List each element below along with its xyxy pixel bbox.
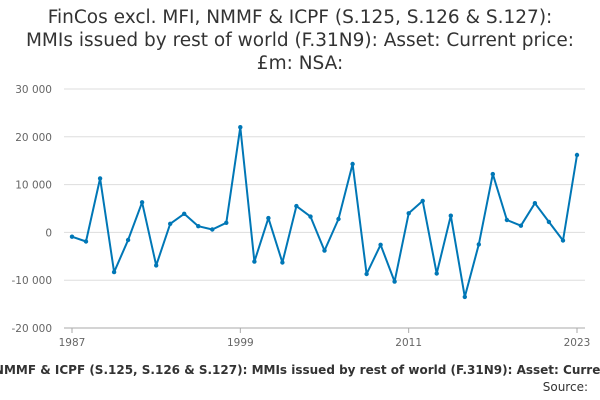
- data-point: [154, 263, 159, 268]
- y-tick-label: 10 000: [15, 180, 52, 192]
- data-point: [69, 234, 75, 239]
- data-point: [448, 213, 453, 218]
- data-point: [420, 198, 425, 204]
- data-point: [406, 211, 411, 216]
- legend-series-text: FinCos excl. MFI, NMMF & ICPF (S.125, S.…: [0, 363, 600, 377]
- y-tick-label: 0: [45, 227, 52, 239]
- data-point: [210, 227, 215, 232]
- data-point: [280, 260, 285, 265]
- data-point: [336, 216, 341, 222]
- data-point: [168, 221, 173, 226]
- y-tick-label: -20 000: [11, 323, 52, 335]
- x-tick-label: 1987: [59, 337, 86, 349]
- x-tick-label: 2023: [564, 337, 591, 349]
- data-point: [532, 201, 538, 206]
- data-point: [111, 269, 117, 275]
- y-tick-label: 20 000: [15, 132, 52, 144]
- grid-layer: [64, 88, 585, 329]
- data-point: [392, 279, 397, 284]
- data-point: [378, 242, 383, 247]
- data-point: [518, 223, 524, 228]
- data-point: [462, 294, 467, 300]
- axis-layer: 30 000 20 000 10 000 0 -10 000 -20 000 1987 199…: [11, 84, 590, 349]
- data-point: [125, 237, 131, 243]
- data-point: [322, 248, 327, 253]
- data-point: [294, 203, 299, 209]
- chart-title: FinCos excl. MFI, NMMF & ICPF (S.125, S.…: [0, 6, 600, 75]
- series-line: [71, 126, 578, 298]
- data-point: [308, 214, 313, 219]
- data-point: [139, 200, 145, 205]
- data-point: [238, 125, 243, 130]
- data-point: [490, 171, 495, 177]
- x-tick-label: 2011: [395, 337, 422, 349]
- data-point: [266, 215, 271, 221]
- y-tick-label: 30 000: [15, 84, 52, 96]
- data-point: [182, 211, 187, 216]
- data-point: [97, 176, 103, 181]
- data-point: [196, 224, 201, 229]
- y-tick-label: -10 000: [11, 275, 52, 287]
- data-point: [574, 152, 580, 158]
- data-point: [224, 220, 229, 225]
- chart-title-line-2: MMIs issued by rest of world (F.31N9): A…: [25, 30, 575, 51]
- data-point: [546, 219, 552, 225]
- data-point: [350, 161, 355, 167]
- data-point: [83, 239, 89, 244]
- series-layer: [69, 125, 580, 300]
- data-point: [252, 259, 257, 264]
- data-point: [504, 217, 510, 223]
- data-point: [476, 242, 481, 247]
- data-point: [434, 271, 439, 276]
- chart-title-line-1: FinCos excl. MFI, NMMF & ICPF (S.125, S.…: [47, 7, 553, 28]
- legend-series-name: FinCos excl. MFI, NMMF & ICPF (S.125, S.…: [0, 361, 600, 381]
- source-label: Source:: [542, 380, 588, 394]
- data-point: [364, 271, 369, 277]
- x-tick-label: 1999: [227, 337, 254, 349]
- data-point: [560, 238, 566, 243]
- chart-title-line-3: £m: NSA:: [256, 53, 344, 74]
